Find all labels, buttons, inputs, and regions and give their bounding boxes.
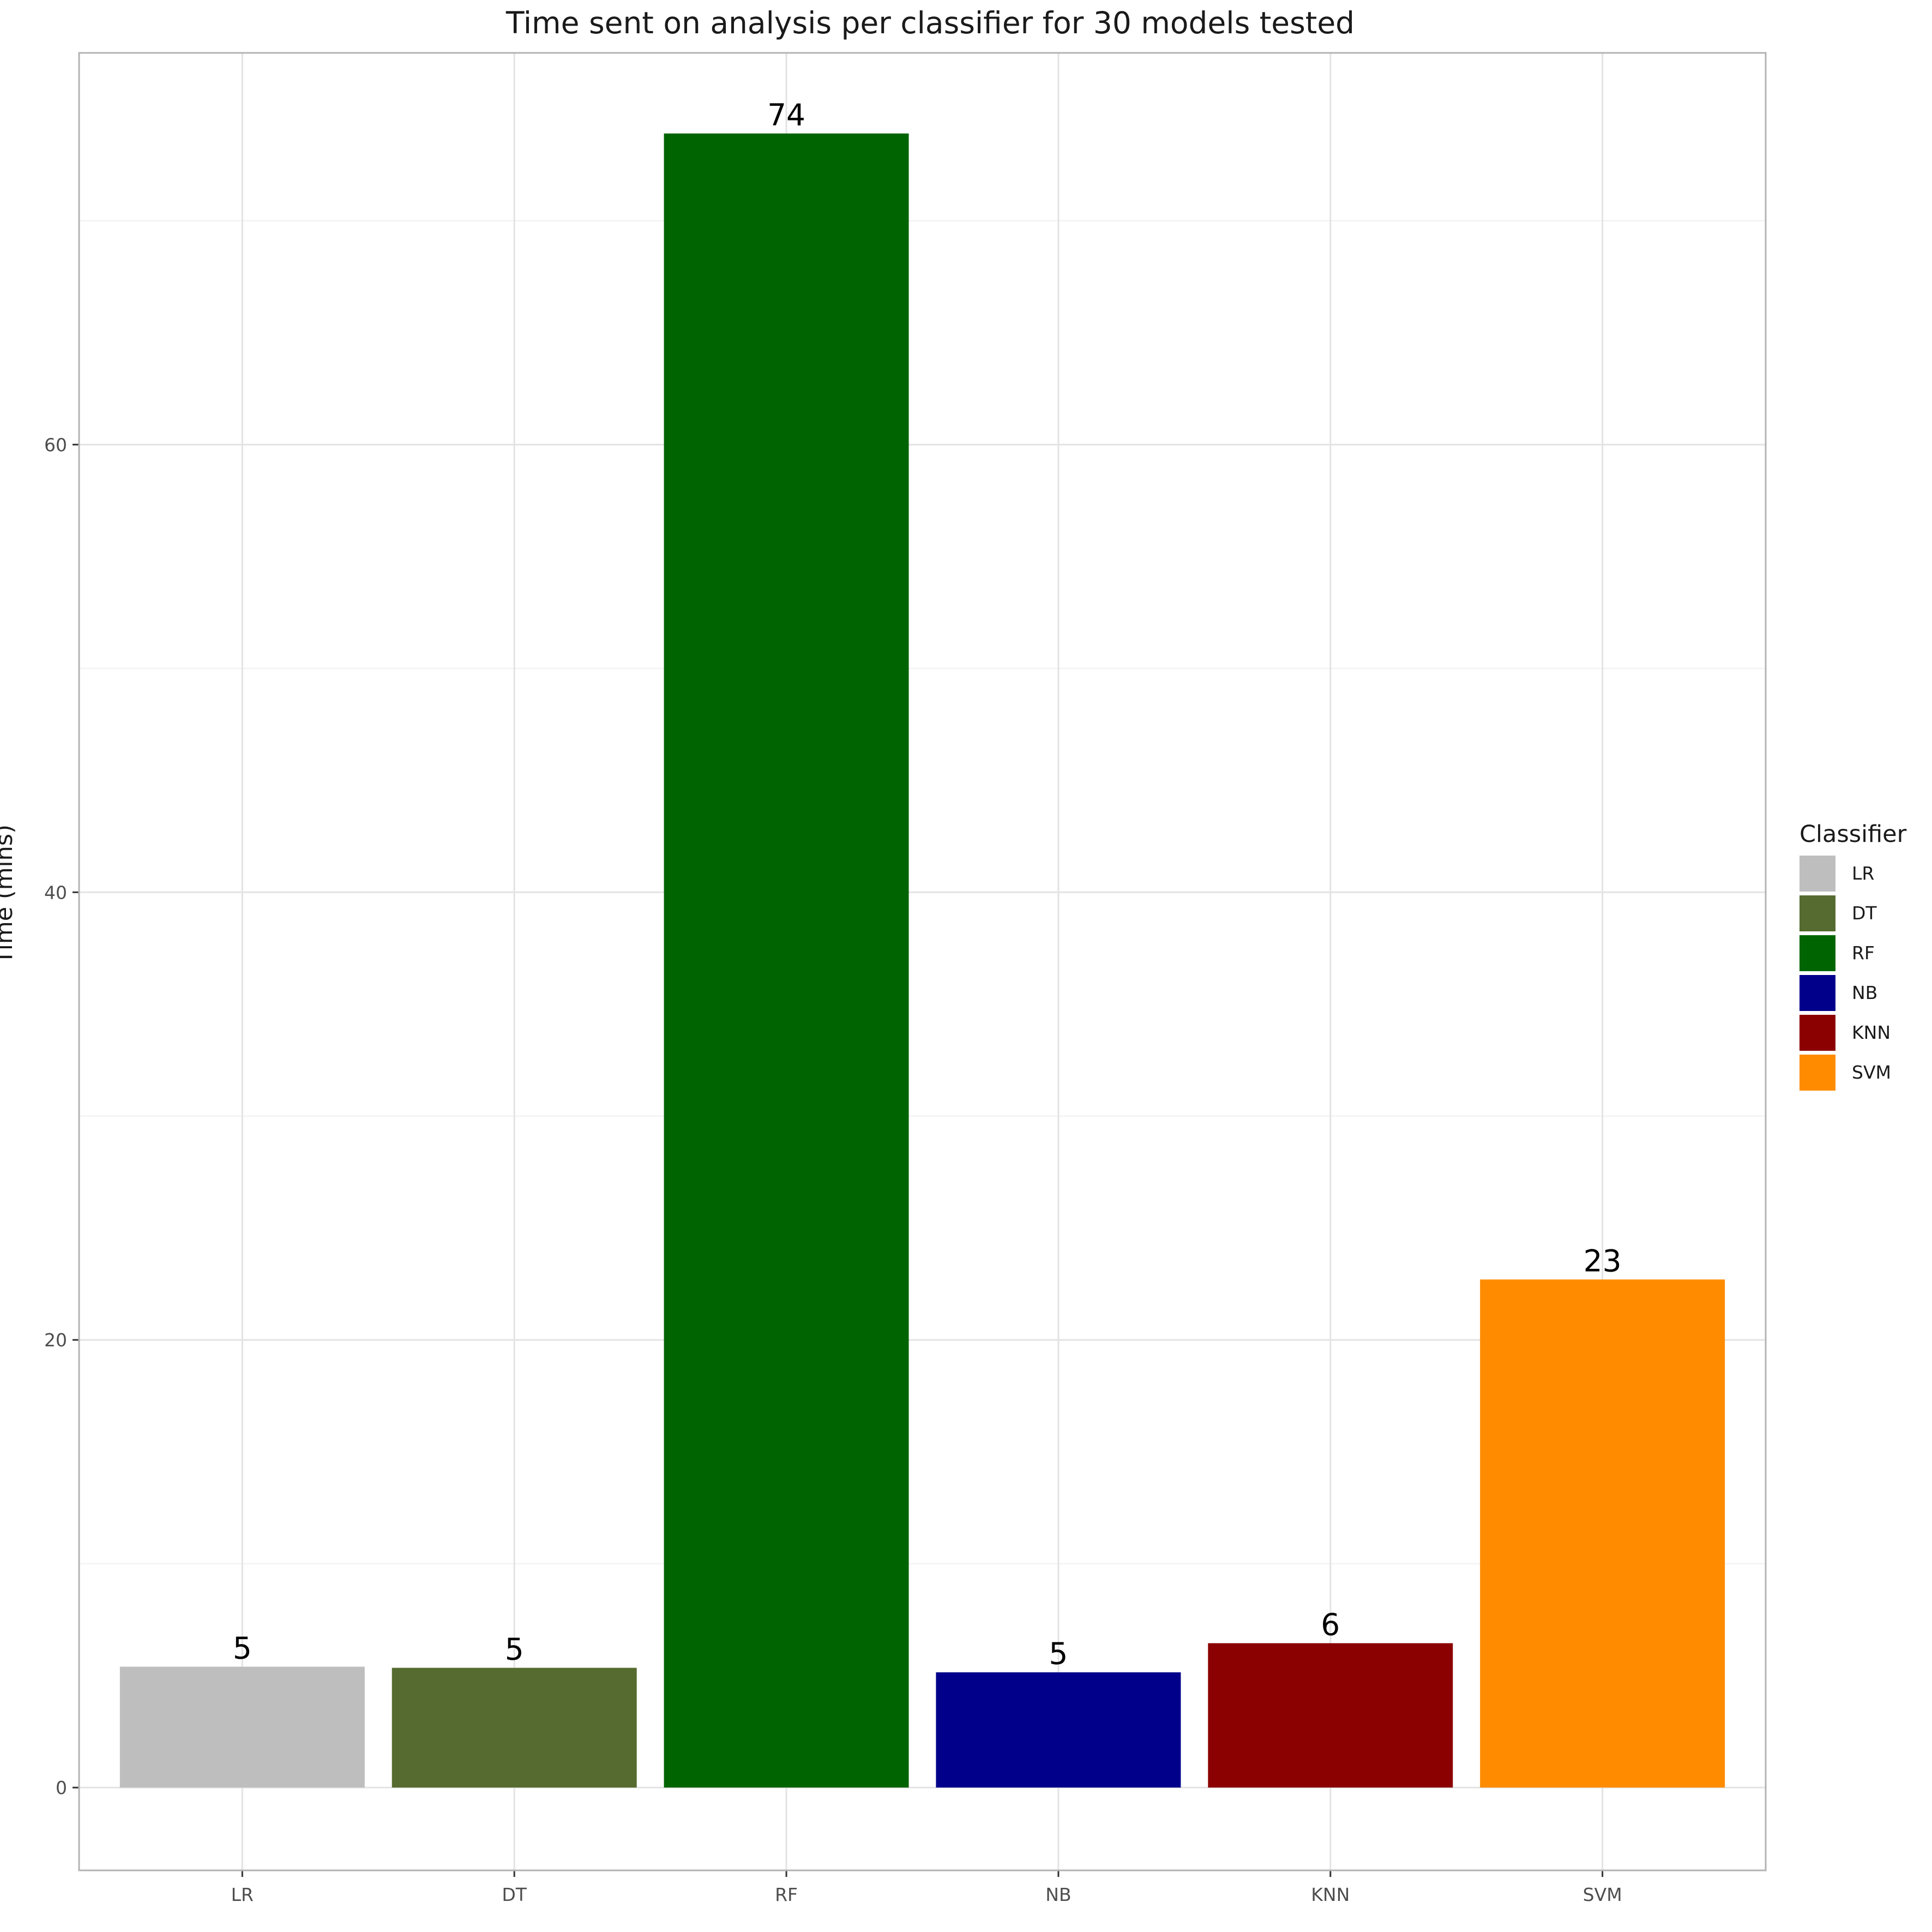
bar-knn xyxy=(1208,1643,1453,1788)
legend-label: KNN xyxy=(1852,1022,1891,1043)
data-label-nb: 5 xyxy=(1049,1636,1068,1671)
x-tick-label-lr: LR xyxy=(231,1884,254,1905)
legend-label: SVM xyxy=(1852,1062,1891,1083)
x-tick-label-knn: KNN xyxy=(1311,1884,1350,1905)
legend-swatch xyxy=(1799,1054,1835,1091)
legend-item-knn: KNN xyxy=(1799,1013,1906,1052)
legend-item-lr: LR xyxy=(1799,853,1906,893)
data-label-knn: 6 xyxy=(1321,1607,1340,1642)
bar-nb xyxy=(936,1672,1181,1788)
panel-border xyxy=(78,52,1767,1871)
bar-dt xyxy=(392,1668,637,1788)
bar-rf xyxy=(664,133,909,1788)
data-label-dt: 5 xyxy=(505,1632,524,1667)
y-tick-label: 20 xyxy=(44,1329,67,1351)
legend-item-svm: SVM xyxy=(1799,1052,1906,1092)
legend-label: NB xyxy=(1852,982,1878,1003)
y-tick-label: 0 xyxy=(56,1777,67,1798)
legend-label: RF xyxy=(1852,942,1875,964)
chart-title: Time sent on analysis per classifier for… xyxy=(505,5,1355,40)
legend-items: LR DT RF NB KNN SVM xyxy=(1799,853,1906,1092)
x-tick-label-svm: SVM xyxy=(1583,1884,1622,1905)
x-tick-label-dt: DT xyxy=(502,1884,527,1905)
y-tick-label: 40 xyxy=(44,882,67,903)
x-tick-label-rf: RF xyxy=(775,1884,798,1905)
legend-item-nb: NB xyxy=(1799,973,1906,1013)
legend-label: DT xyxy=(1852,902,1877,924)
legend-swatch xyxy=(1799,855,1835,892)
legend-swatch xyxy=(1799,895,1835,931)
data-label-svm: 23 xyxy=(1584,1243,1622,1278)
data-label-rf: 74 xyxy=(767,98,805,133)
bar-svm xyxy=(1480,1279,1725,1788)
legend-swatch xyxy=(1799,1014,1835,1051)
legend-label: LR xyxy=(1852,863,1875,884)
bar-lr xyxy=(119,1666,365,1788)
data-label-lr: 5 xyxy=(233,1630,252,1665)
legend-title: Classifier xyxy=(1799,821,1907,848)
legend-swatch xyxy=(1799,974,1835,1011)
x-tick-label-nb: NB xyxy=(1045,1884,1071,1905)
legend: Classifier LR DT RF NB KNN SVM xyxy=(1799,821,1906,1092)
legend-item-rf: RF xyxy=(1799,933,1906,973)
y-tick-label: 60 xyxy=(44,434,67,455)
legend-item-dt: DT xyxy=(1799,893,1906,933)
legend-swatch xyxy=(1799,935,1835,971)
